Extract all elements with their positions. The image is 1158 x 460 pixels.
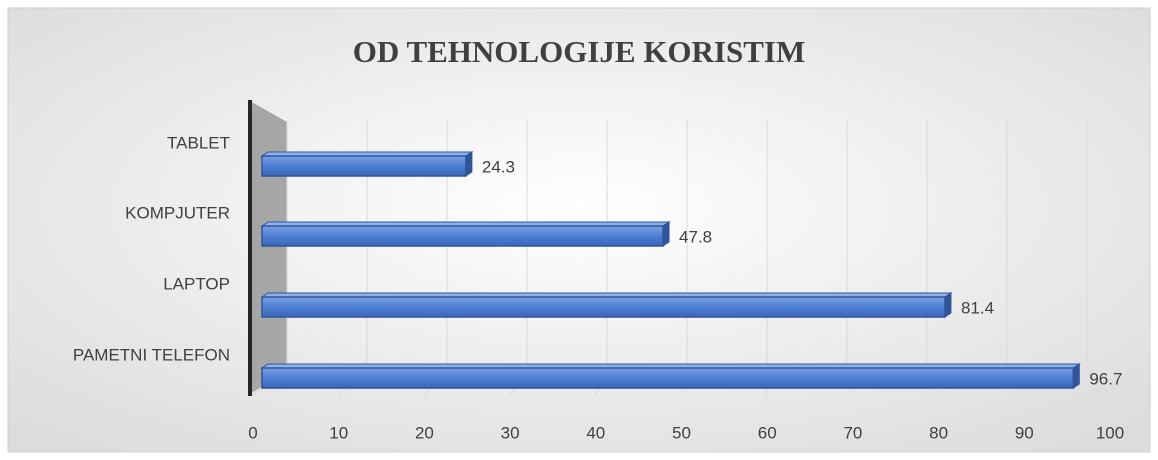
y-tick-label: KOMPJUTER [125,203,230,222]
side-wall [248,100,287,395]
bar [260,363,1081,389]
bar-face [944,292,952,318]
bar-face [261,296,946,318]
bar-face [261,155,467,177]
bar-face [261,225,664,247]
data-label: 96.7 [1089,369,1122,388]
bar-face [261,367,1075,389]
data-label: 47.8 [679,227,712,246]
bar [260,151,474,177]
bar [260,292,953,318]
y-tick-label: LAPTOP [163,274,230,293]
grid-line [1086,120,1111,396]
data-label: 81.4 [961,298,994,317]
x-tick-label: 50 [672,423,691,442]
x-tick-label: 30 [501,423,520,442]
y-tick-label: PAMETNI TELEFON [73,345,230,364]
bar-face [1072,363,1080,389]
x-tick-label: 90 [1015,423,1034,442]
bar-face [662,221,670,247]
chart-title: OD TEHNOLOGIJE KORISTIM [353,34,805,69]
bar [260,221,671,247]
bar-face [465,151,473,177]
y-tick-label: TABLET [167,133,230,152]
x-tick-label: 40 [586,423,605,442]
x-tick-label: 20 [415,423,434,442]
data-label: 24.3 [482,157,515,176]
x-tick-label: 10 [329,423,348,442]
x-tick-label: 70 [843,423,862,442]
x-tick-label: 60 [758,423,777,442]
x-tick-label: 80 [929,423,948,442]
x-tick-label: 100 [1096,423,1124,442]
x-tick-label: 0 [248,423,257,442]
